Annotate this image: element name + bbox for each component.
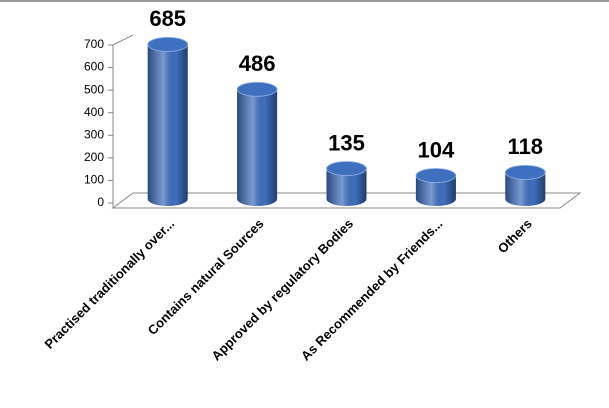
y-tick-label: 600 (84, 60, 104, 74)
cylinder-top (147, 36, 189, 52)
cylinder-top (415, 168, 457, 183)
x-tick-label: Others (495, 216, 535, 256)
wall-edge (112, 34, 134, 46)
value-label: 118 (508, 134, 544, 159)
y-tick-label: 400 (84, 105, 104, 119)
value-label: 685 (149, 6, 186, 31)
y-tick-label: 200 (84, 150, 104, 164)
cylinder-shade (147, 37, 188, 207)
y-tick-label: 100 (84, 173, 104, 187)
y-tick-label: 700 (84, 37, 104, 51)
cylinder-top (236, 81, 278, 97)
value-label: 135 (328, 130, 365, 155)
cylinder-shade (237, 82, 278, 207)
y-tick-label: 0 (97, 195, 104, 209)
cylinder-top (326, 161, 367, 176)
floor (111, 192, 582, 209)
y-tick-label: 500 (84, 82, 104, 96)
value-label: 104 (418, 137, 455, 162)
value-label: 486 (239, 51, 276, 76)
x-tick-label: As Recommended by Friends... (298, 216, 446, 364)
x-tick-label: Approved by regulatory Bodies (209, 216, 356, 363)
cylinder-top (504, 164, 546, 180)
y-tick-label: 300 (84, 127, 104, 141)
